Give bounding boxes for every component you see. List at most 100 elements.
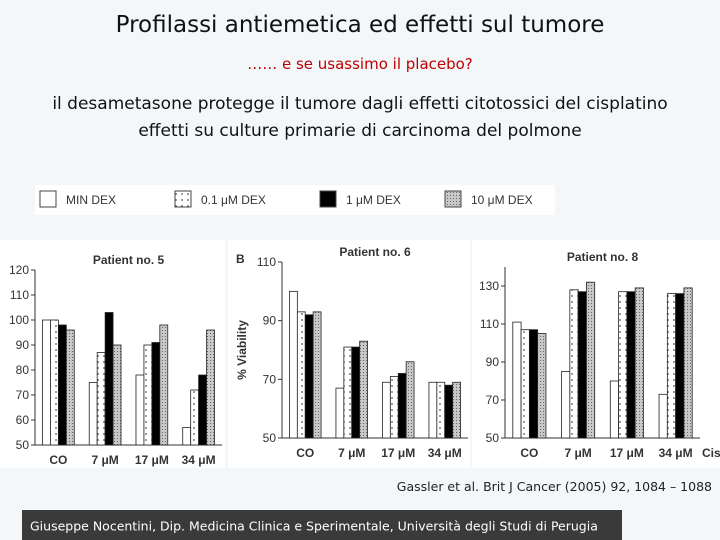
x-tick-label: 34 μM xyxy=(659,446,693,460)
y-tick-label: 50 xyxy=(16,438,30,452)
legend-swatch xyxy=(319,190,337,208)
bar xyxy=(397,373,407,439)
charts: MIN DEX 0.1 μM DEX 1 μM DEX 10 μM DEX 50 60 70… xyxy=(0,190,720,468)
y-tick-label: 70 xyxy=(16,388,30,402)
bar xyxy=(452,381,461,439)
bar xyxy=(675,293,685,439)
chart-title: Patient no. 5 xyxy=(93,253,165,267)
bar xyxy=(198,374,207,446)
y-tick-label: 100 xyxy=(9,313,29,327)
bar xyxy=(96,352,106,446)
bar xyxy=(389,375,399,439)
bar xyxy=(577,291,587,439)
footer: Giuseppe Nocentini, Dip. Medicina Clinic… xyxy=(30,519,598,534)
citation: Gassler et al. Brit J Cancer (2005) 92, … xyxy=(397,479,712,494)
x-tick-label: 34 μM xyxy=(428,446,462,460)
y-tick-label: 90 xyxy=(16,338,30,352)
legend-label: MIN DEX xyxy=(66,193,116,207)
bar xyxy=(359,340,368,439)
y-axis-label: % Viability xyxy=(235,320,249,380)
y-tick-label: 50 xyxy=(263,431,277,445)
y-tick-label: 130 xyxy=(479,279,499,293)
slide-subtitle: …… e se usassimo il placebo? xyxy=(247,55,473,73)
bar xyxy=(520,329,530,439)
bar xyxy=(382,381,391,439)
legend-box xyxy=(35,185,555,215)
bar xyxy=(561,371,571,439)
bar xyxy=(104,312,114,446)
bar xyxy=(666,293,677,439)
bar xyxy=(537,333,547,439)
bar xyxy=(428,381,438,439)
bar xyxy=(190,389,200,446)
bar xyxy=(143,344,153,446)
y-tick-label: 50 xyxy=(486,431,500,445)
legend-swatch xyxy=(39,190,57,208)
bar xyxy=(335,387,345,439)
text-line: il desametasone protegge il tumore dagli… xyxy=(52,94,667,114)
bar xyxy=(88,382,98,446)
bar xyxy=(65,329,75,446)
bar xyxy=(634,287,644,439)
legend-swatch xyxy=(174,190,192,208)
bar xyxy=(289,290,298,439)
bar xyxy=(206,329,215,446)
y-tick-label: 90 xyxy=(486,355,500,369)
x-tick-label: CO xyxy=(520,446,538,460)
bar xyxy=(405,361,415,439)
bar xyxy=(618,291,628,439)
bar xyxy=(658,393,668,439)
bar xyxy=(57,324,67,446)
y-tick-label: 110 xyxy=(10,288,29,302)
y-tick-label: 70 xyxy=(486,393,500,407)
panel-label: B xyxy=(236,252,245,266)
chart-title: Patient no. 8 xyxy=(567,250,639,264)
y-tick-label: 110 xyxy=(257,255,276,269)
x-tick-label: 34 μM xyxy=(182,453,216,467)
x-tick-label: CO xyxy=(49,453,67,467)
x-tick-label: 17 μM xyxy=(381,446,415,460)
legend-swatch xyxy=(444,190,462,208)
bar xyxy=(151,342,161,446)
x-tick-label: 7 μM xyxy=(564,446,591,460)
bar xyxy=(512,321,522,439)
bar xyxy=(609,380,619,439)
bar xyxy=(312,311,322,439)
bar xyxy=(436,381,446,439)
y-tick-label: 90 xyxy=(263,314,277,328)
bar xyxy=(182,427,192,446)
slide-title: Profilassi antiemetica ed effetti sul tu… xyxy=(116,12,605,38)
x-tick-label: CO xyxy=(296,446,314,460)
bar xyxy=(586,281,596,439)
bar xyxy=(528,329,539,439)
bar xyxy=(296,311,306,439)
legend-label: 10 μM DEX xyxy=(471,193,533,207)
x-tick-label: 7 μM xyxy=(91,453,118,467)
bar xyxy=(159,324,169,446)
legend-label: 1 μM DEX xyxy=(346,193,401,207)
y-tick-label: 120 xyxy=(9,263,29,277)
bar xyxy=(135,374,145,446)
bar xyxy=(683,287,693,439)
bar xyxy=(112,344,122,446)
chart-title: Patient no. 6 xyxy=(339,245,411,259)
footer-box xyxy=(22,510,622,540)
bar xyxy=(444,384,454,439)
text-line: effetti su culture primarie di carcinoma… xyxy=(138,121,581,141)
bar xyxy=(42,319,51,446)
bar xyxy=(304,314,314,439)
bar xyxy=(569,289,579,439)
x-axis-label: Cispl xyxy=(702,446,720,460)
bar xyxy=(50,319,59,446)
x-tick-label: 7 μM xyxy=(338,446,365,460)
x-tick-label: 17 μM xyxy=(135,453,169,467)
legend-label: 0.1 μM DEX xyxy=(201,193,266,207)
y-tick-label: 80 xyxy=(16,363,30,377)
bar xyxy=(626,291,636,439)
bar xyxy=(351,346,361,439)
bar xyxy=(343,346,353,439)
y-tick-label: 60 xyxy=(16,413,30,427)
x-tick-label: 17 μM xyxy=(610,446,644,460)
